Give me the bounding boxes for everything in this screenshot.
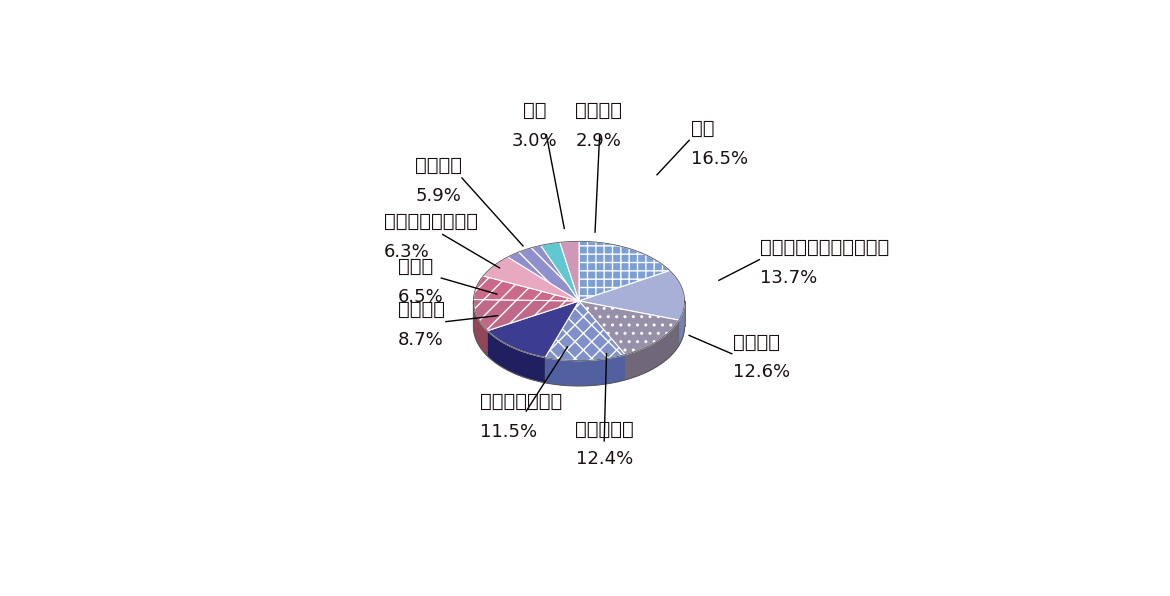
Text: 商業・小売: 商業・小売 bbox=[574, 420, 634, 439]
Text: 住居: 住居 bbox=[691, 119, 715, 138]
Text: ホテル・レジャー: ホテル・レジャー bbox=[384, 212, 477, 231]
Text: 複合施設: 複合施設 bbox=[576, 101, 622, 120]
Text: 貸倉庫: 貸倉庫 bbox=[398, 257, 433, 276]
Text: 医療施設: 医療施設 bbox=[398, 300, 445, 319]
Polygon shape bbox=[488, 301, 579, 358]
Text: 産業施設: 産業施設 bbox=[732, 333, 779, 352]
Polygon shape bbox=[679, 300, 684, 345]
Text: 8.7%: 8.7% bbox=[398, 331, 443, 349]
Polygon shape bbox=[541, 243, 579, 301]
Text: 16.5%: 16.5% bbox=[691, 150, 749, 168]
Text: 5.9%: 5.9% bbox=[415, 187, 461, 204]
Polygon shape bbox=[545, 301, 625, 361]
Text: 13.7%: 13.7% bbox=[760, 269, 818, 287]
Polygon shape bbox=[579, 301, 679, 355]
Polygon shape bbox=[488, 331, 545, 383]
Polygon shape bbox=[474, 276, 579, 301]
Text: 12.6%: 12.6% bbox=[732, 364, 790, 381]
Text: データセンター: データセンター bbox=[481, 392, 563, 411]
Text: 6.5%: 6.5% bbox=[398, 287, 443, 306]
Text: 6.3%: 6.3% bbox=[384, 243, 429, 261]
Text: 12.4%: 12.4% bbox=[576, 451, 633, 468]
Text: 2.9%: 2.9% bbox=[576, 132, 621, 150]
Polygon shape bbox=[625, 320, 679, 380]
Text: 3.0%: 3.0% bbox=[511, 132, 557, 150]
Polygon shape bbox=[474, 300, 488, 356]
Polygon shape bbox=[508, 246, 579, 301]
Polygon shape bbox=[560, 241, 579, 301]
Polygon shape bbox=[579, 241, 670, 301]
Polygon shape bbox=[579, 271, 684, 320]
Text: インフラストラクチャー: インフラストラクチャー bbox=[760, 238, 889, 257]
Polygon shape bbox=[474, 301, 684, 386]
Text: 11.5%: 11.5% bbox=[481, 423, 537, 441]
Polygon shape bbox=[483, 257, 579, 301]
Text: 森林: 森林 bbox=[523, 101, 546, 120]
Polygon shape bbox=[474, 299, 579, 331]
Polygon shape bbox=[545, 355, 625, 386]
Text: オフィス: オフィス bbox=[414, 156, 462, 175]
